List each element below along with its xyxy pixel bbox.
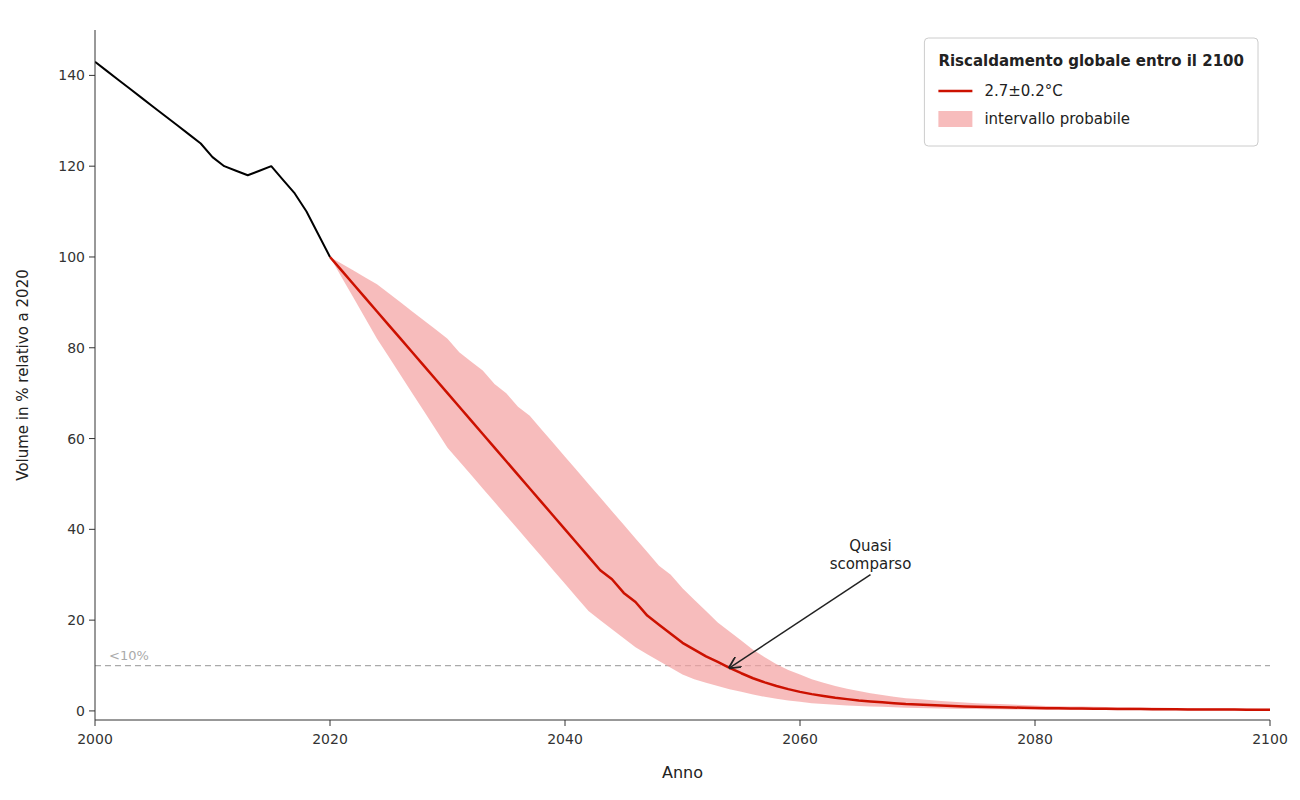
axes: 2000202020402060208021000204060801001201… — [58, 30, 1288, 747]
y-tick — [89, 75, 95, 76]
legend-frame — [924, 38, 1258, 146]
y-tick — [89, 166, 95, 167]
y-axis-line — [95, 30, 96, 720]
y-tick — [89, 347, 95, 348]
legend: Riscaldamento globale entro il 2100 2.7±0… — [924, 38, 1258, 146]
x-tick — [1270, 720, 1271, 726]
annotation-text: Quasiscomparso — [830, 537, 912, 573]
y-tick — [89, 438, 95, 439]
annotation-line: scomparso — [830, 555, 912, 573]
legend-swatch — [938, 90, 972, 93]
x-tick-label: 2080 — [1017, 731, 1053, 747]
annotation-arrow — [730, 575, 871, 668]
y-tick — [89, 620, 95, 621]
legend-swatch — [938, 111, 972, 127]
annotation-line: Quasi — [849, 537, 892, 555]
series-line — [330, 257, 1270, 710]
threshold-label: <10% — [109, 648, 149, 663]
y-tick-label: 80 — [67, 340, 85, 356]
x-tick — [330, 720, 331, 726]
chart: 2000202020402060208021000204060801001201… — [0, 0, 1300, 800]
y-tick-label: 140 — [58, 67, 85, 83]
y-tick-label: 0 — [76, 703, 85, 719]
y-tick-label: 40 — [67, 521, 85, 537]
legend-entry: intervallo probabile — [984, 110, 1130, 128]
y-tick — [89, 710, 95, 711]
plot-area — [95, 62, 1270, 711]
x-tick — [565, 720, 566, 726]
y-axis-label: Volume in % relativo a 2020 — [14, 269, 32, 480]
x-tick-label: 2020 — [312, 731, 348, 747]
x-axis-label: Anno — [662, 763, 703, 782]
band-area — [330, 257, 1270, 710]
y-tick — [89, 529, 95, 530]
y-tick-label: 20 — [67, 612, 85, 628]
y-tick-label: 60 — [67, 431, 85, 447]
series-line — [95, 62, 330, 257]
legend-title: Riscaldamento globale entro il 2100 — [938, 52, 1244, 70]
x-tick — [95, 720, 96, 726]
x-tick — [1035, 720, 1036, 726]
y-tick — [89, 256, 95, 257]
y-tick-label: 100 — [58, 249, 85, 265]
x-axis-line — [95, 720, 1270, 721]
y-tick-label: 120 — [58, 158, 85, 174]
x-tick-label: 2060 — [782, 731, 818, 747]
legend-entry: 2.7±0.2°C — [984, 82, 1062, 100]
x-tick — [800, 720, 801, 726]
x-tick-label: 2040 — [547, 731, 583, 747]
x-tick-label: 2000 — [77, 731, 113, 747]
x-tick-label: 2100 — [1252, 731, 1288, 747]
